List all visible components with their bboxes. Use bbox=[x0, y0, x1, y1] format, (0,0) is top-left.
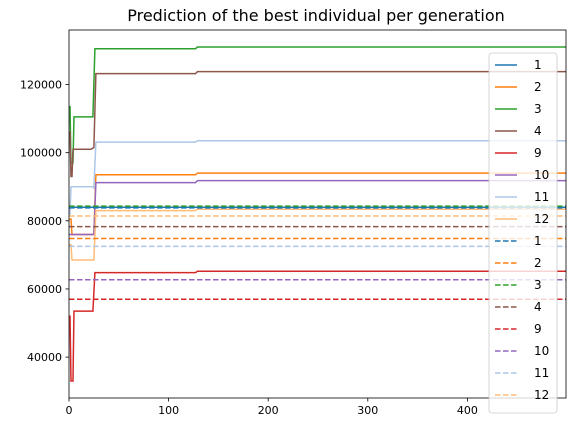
legend-label: 2 bbox=[534, 80, 542, 94]
x-tick-label: 300 bbox=[357, 404, 378, 417]
legend-label: 10 bbox=[534, 168, 549, 182]
legend-label: 9 bbox=[534, 146, 542, 160]
y-tick-label: 40000 bbox=[27, 351, 62, 364]
y-tick-label: 60000 bbox=[27, 283, 62, 296]
x-tick-label: 200 bbox=[258, 404, 279, 417]
x-tick-label: 400 bbox=[457, 404, 478, 417]
legend-box bbox=[488, 52, 558, 414]
legend-label: 4 bbox=[534, 124, 542, 138]
y-tick-label: 80000 bbox=[27, 215, 62, 228]
chart-title: Prediction of the best individual per ge… bbox=[127, 6, 505, 25]
series-line-9-solid bbox=[69, 270, 566, 382]
y-tick-label: 120000 bbox=[20, 79, 62, 92]
legend-label: 12 bbox=[534, 388, 549, 402]
y-tick-label: 100000 bbox=[20, 147, 62, 160]
legend-label: 1 bbox=[534, 58, 542, 72]
series-line-12-solid bbox=[69, 208, 566, 261]
series-line-10-solid bbox=[69, 179, 566, 236]
legend-label: 1 bbox=[534, 234, 542, 248]
legend-label: 11 bbox=[534, 366, 549, 380]
legend-label: 11 bbox=[534, 190, 549, 204]
axes-frame bbox=[68, 29, 567, 399]
series-line-4-solid bbox=[69, 70, 566, 178]
x-tick-label: 100 bbox=[158, 404, 179, 417]
legend-label: 3 bbox=[534, 102, 542, 116]
x-tick-label: 0 bbox=[66, 404, 73, 417]
legend-label: 12 bbox=[534, 212, 549, 226]
legend-label: 4 bbox=[534, 300, 542, 314]
legend-label: 10 bbox=[534, 344, 549, 358]
legend-label: 9 bbox=[534, 322, 542, 336]
axes: 0 100 200 300 400 40000 60000 80000 100000 120000 bbox=[20, 29, 567, 417]
legend-label: 3 bbox=[534, 278, 542, 292]
plot-area bbox=[69, 46, 566, 382]
legend-label: 2 bbox=[534, 256, 542, 270]
series-line-11-solid bbox=[69, 139, 566, 215]
